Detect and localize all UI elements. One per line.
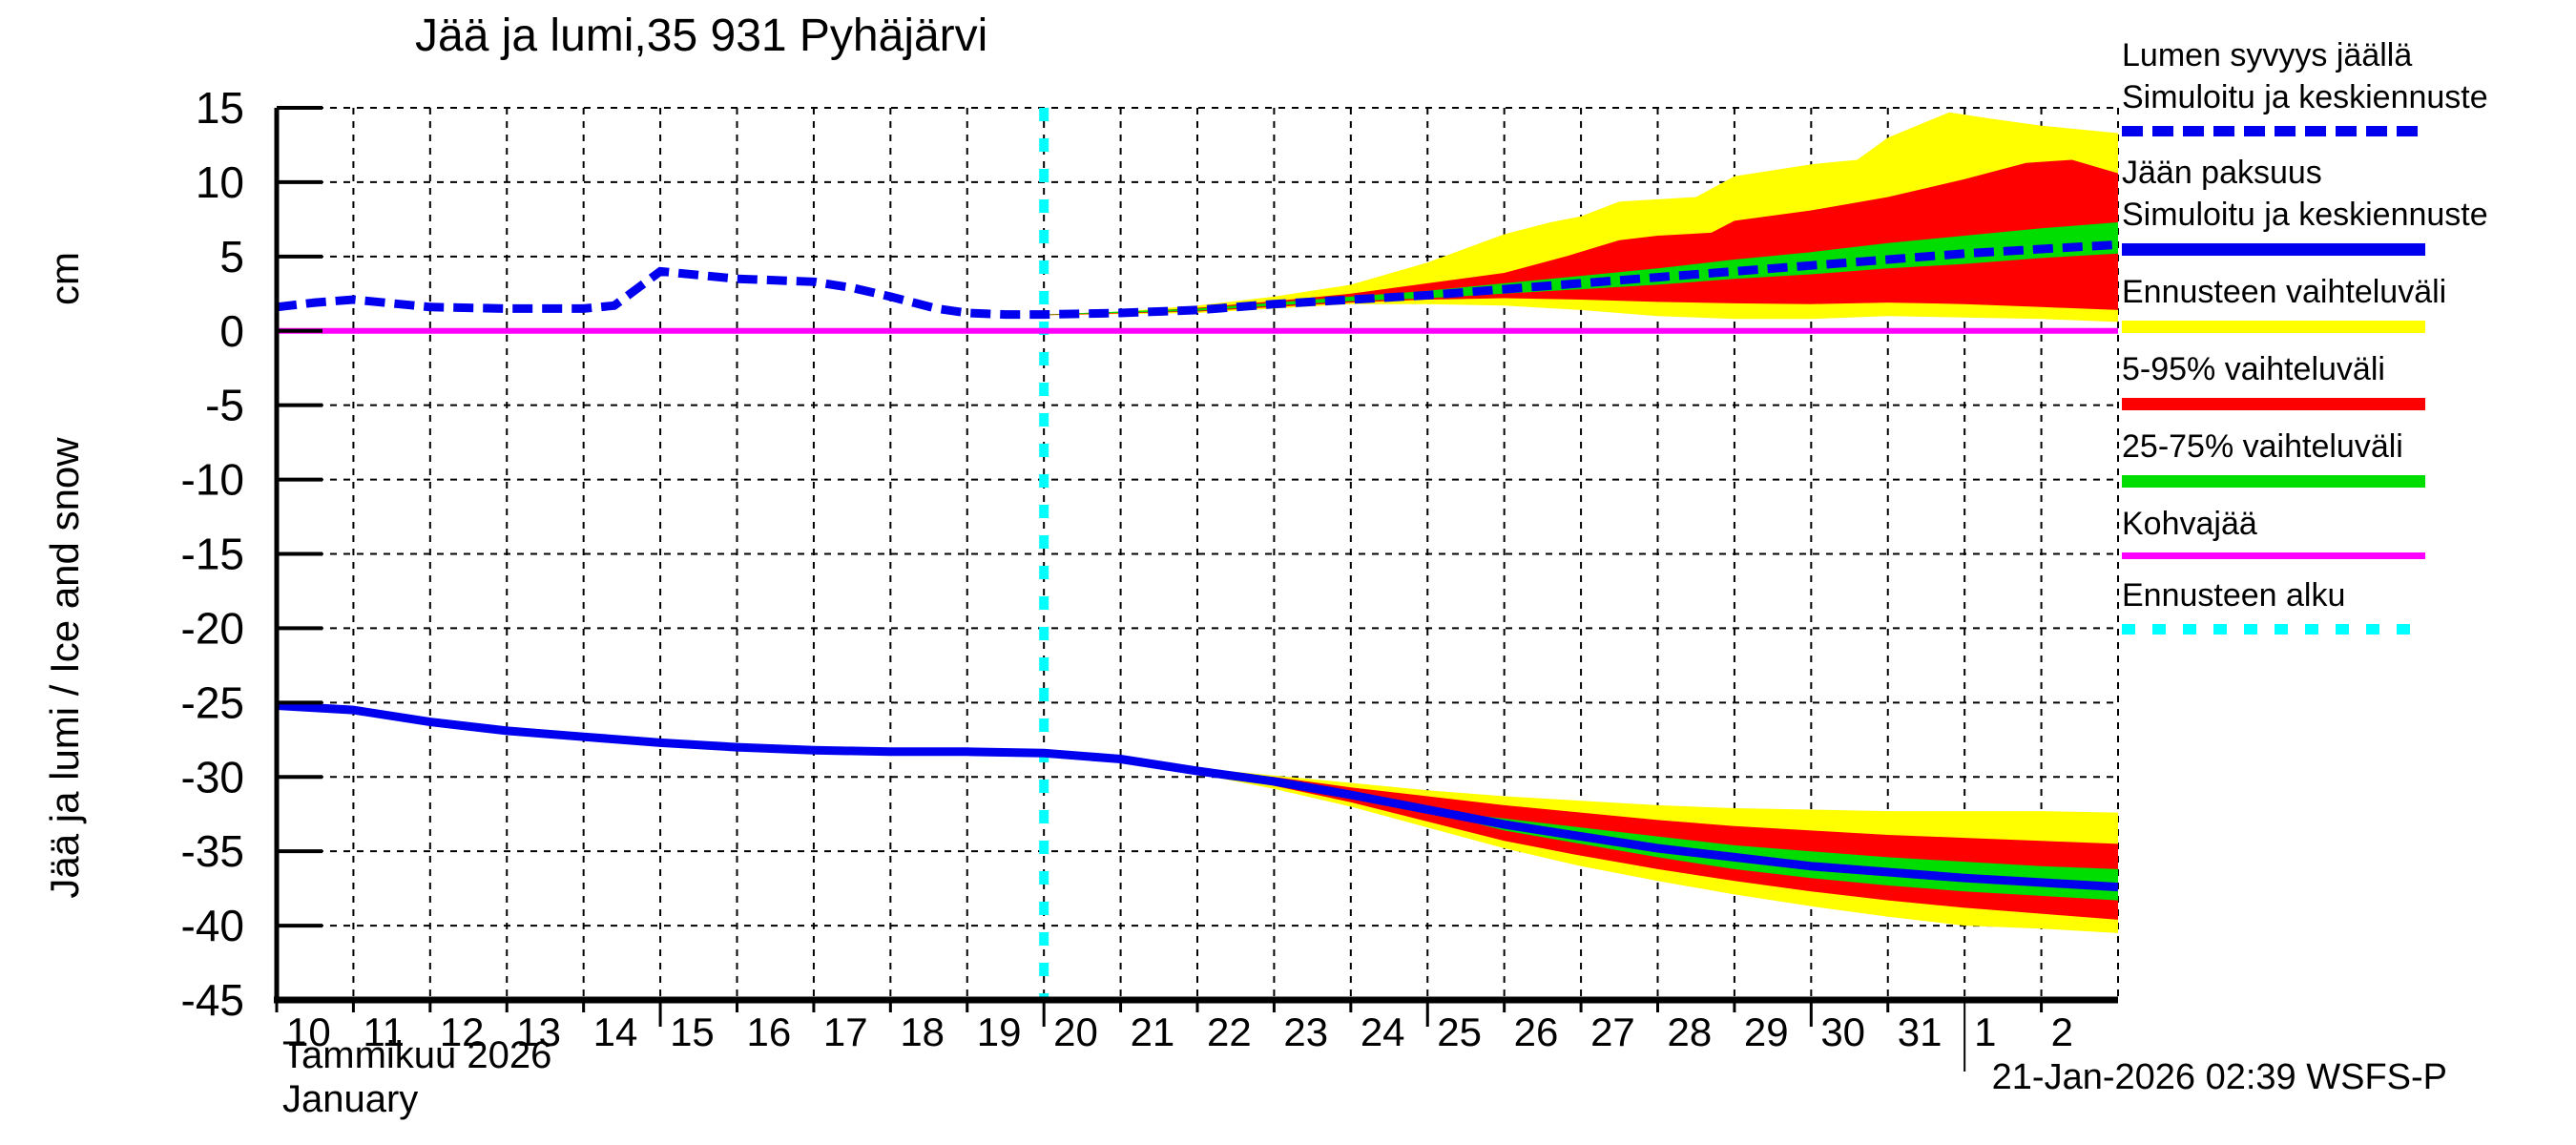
legend-label: Simuloitu ja keskiennuste — [2122, 79, 2488, 115]
kohvajaa-line-swatch — [2122, 552, 2425, 559]
legend-item-forecast-range: Ennusteen vaihteluväli — [2122, 271, 2570, 333]
y-tick-label: -35 — [181, 826, 244, 876]
chart-title: Jää ja lumi,35 931 Pyhäjärvi — [415, 10, 988, 61]
x-tick-label: 24 — [1361, 1010, 1405, 1054]
snow-25-75-band — [1044, 222, 2118, 315]
x-tick-label: 10 — [286, 1010, 331, 1054]
x-tick-label: 27 — [1590, 1010, 1635, 1054]
x-tick-label: 11 — [363, 1010, 405, 1054]
range-5-95-swatch — [2122, 398, 2425, 410]
snow-5-95-band — [1044, 159, 2118, 316]
y-axis-label: Jää ja lumi / Ice and snow — [42, 437, 87, 899]
legend-label: Jään paksuus — [2122, 155, 2322, 191]
x-tick-label: 31 — [1898, 1010, 1942, 1054]
x-tick-label: 22 — [1207, 1010, 1252, 1054]
x-tick-label: 20 — [1053, 1010, 1098, 1054]
x-tick-label: 25 — [1437, 1010, 1482, 1054]
x-tick-label: 1 — [1974, 1010, 1996, 1054]
ice-thickness-median-line — [276, 701, 2119, 892]
y-tick-label: -25 — [181, 677, 244, 727]
legend-item-ice-thickness: Jään paksuus Simuloitu ja keskiennuste — [2122, 152, 2570, 256]
snow-depth-line-swatch — [2122, 126, 2425, 136]
x-tick-label: 13 — [516, 1010, 561, 1054]
x-tick-label: 23 — [1283, 1010, 1328, 1054]
chart-legend: Lumen syvyys jäällä Simuloitu ja keskien… — [2122, 34, 2570, 650]
legend-label: Simuloitu ja keskiennuste — [2122, 197, 2488, 233]
y-tick-label: -45 — [181, 975, 244, 1025]
y-tick-label: -30 — [181, 752, 244, 802]
y-tick-label: -5 — [205, 381, 244, 430]
y-tick-label: -15 — [181, 530, 244, 579]
y-tick-label: -40 — [181, 901, 244, 950]
legend-item-forecast-start: Ennusteen alku — [2122, 574, 2570, 635]
legend-item-kohvajaa: Kohvajää — [2122, 503, 2570, 559]
y-axis-unit-label: cm — [42, 252, 87, 305]
x-tick-label: 26 — [1514, 1010, 1559, 1054]
chart-timestamp: 21-Jan-2026 02:39 WSFS-P — [1991, 1057, 2447, 1097]
y-tick-label: -20 — [181, 603, 244, 653]
x-tick-label: 29 — [1744, 1010, 1789, 1054]
y-tick-label: -10 — [181, 455, 244, 505]
y-tick-label: 0 — [219, 306, 244, 356]
y-tick-label: 15 — [196, 83, 244, 133]
x-tick-label: 12 — [440, 1010, 485, 1054]
legend-label: Ennusteen alku — [2122, 577, 2346, 614]
legend-label: Kohvajää — [2122, 506, 2257, 542]
legend-label: Ennusteen vaihteluväli — [2122, 274, 2447, 310]
y-tick-label: 5 — [219, 232, 244, 281]
x-tick-label: 17 — [823, 1010, 868, 1054]
x-axis-month-label-fi: Tammikuu 2026 — [282, 1034, 552, 1076]
legend-label: Lumen syvyys jäällä — [2122, 37, 2413, 73]
x-tick-label: 15 — [670, 1010, 715, 1054]
legend-item-5-95-range: 5-95% vaihteluväli — [2122, 348, 2570, 410]
x-tick-label: 18 — [900, 1010, 945, 1054]
legend-item-snow-depth: Lumen syvyys jäällä Simuloitu ja keskien… — [2122, 34, 2570, 136]
x-tick-label: 16 — [747, 1010, 792, 1054]
y-tick-label: 10 — [196, 157, 244, 207]
forecast-range-swatch — [2122, 321, 2425, 333]
range-25-75-swatch — [2122, 475, 2425, 488]
ice-thickness-line-swatch — [2122, 243, 2425, 256]
x-tick-label: 14 — [593, 1010, 638, 1054]
legend-label: 25-75% vaihteluväli — [2122, 428, 2403, 465]
x-tick-label: 19 — [977, 1010, 1022, 1054]
x-tick-label: 21 — [1131, 1010, 1175, 1054]
legend-label: 5-95% vaihteluväli — [2122, 351, 2385, 387]
legend-item-25-75-range: 25-75% vaihteluväli — [2122, 426, 2570, 488]
forecast-start-line-swatch — [2122, 624, 2425, 635]
x-tick-label: 28 — [1668, 1010, 1713, 1054]
x-tick-label: 30 — [1820, 1010, 1865, 1054]
x-tick-label: 2 — [2051, 1010, 2073, 1054]
x-axis-month-label-en: January — [282, 1078, 419, 1120]
snow-depth-median-line — [276, 239, 2119, 320]
